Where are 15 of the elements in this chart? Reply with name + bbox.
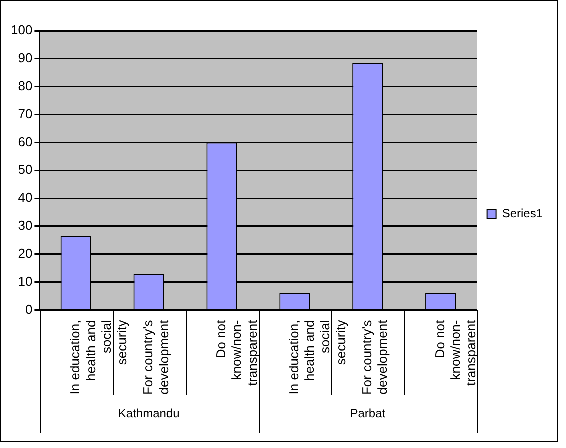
- y-tick-label: 0: [25, 302, 33, 317]
- y-tick-label: 30: [18, 218, 33, 234]
- x-tick-label: In education, health and social security: [68, 320, 130, 395]
- y-tick-label: 10: [18, 274, 33, 289]
- y-tick-label: 90: [18, 50, 33, 66]
- text: Kathmandu: [118, 406, 180, 420]
- legend-label: Series1: [502, 206, 544, 220]
- y-tick-label: 40: [18, 190, 33, 206]
- y-tick-label: 20: [18, 246, 33, 261]
- y-tick-label: 50: [18, 162, 33, 178]
- y-tick-label: 70: [18, 106, 33, 122]
- y-tick-label: 80: [18, 78, 33, 94]
- y-tick-label: 60: [18, 134, 33, 150]
- text: Parbat: [350, 406, 386, 420]
- y-tick-label: 100: [10, 22, 33, 38]
